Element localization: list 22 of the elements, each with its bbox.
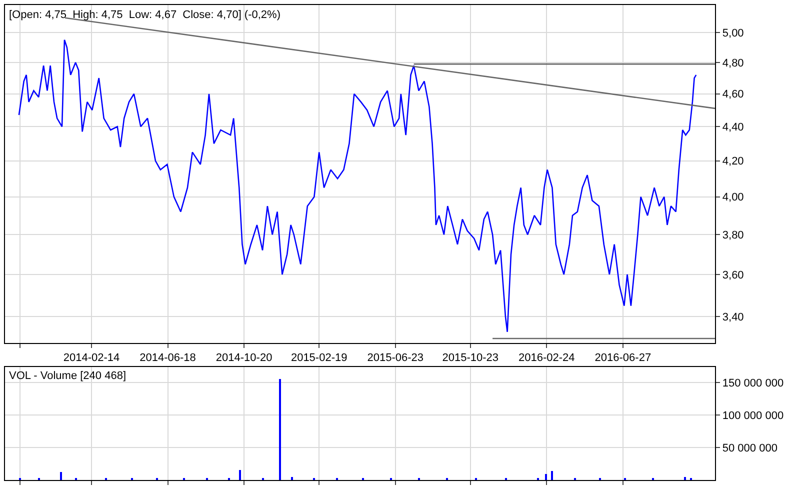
y-tick-label: 150 000 000 <box>722 377 784 390</box>
y-tick-label: 5,00 <box>722 27 744 40</box>
y-tick-label: 4,60 <box>722 88 744 101</box>
y-tick-label: 3,40 <box>722 311 744 324</box>
y-tick-label: 4,80 <box>722 57 744 70</box>
y-tick-label: 4,00 <box>722 192 744 204</box>
y-tick-label: 3,60 <box>722 269 744 282</box>
x-tick-label: 2016-02-24 <box>518 352 575 364</box>
x-tick-label: 2015-10-23 <box>442 352 499 364</box>
x-tick-label: 2015-06-23 <box>367 352 424 364</box>
x-tick-label: 2015-02-19 <box>290 352 348 364</box>
x-tick-label: 2014-02-14 <box>63 352 120 364</box>
chart-title: [Open: 4,75 High: 4,75 Low: 4,67 Close: 4,70] (-0,2%) <box>9 9 280 21</box>
y-tick-label: 50 000 000 <box>722 442 778 454</box>
y-tick-label: 4,20 <box>722 156 744 168</box>
y-tick-label: 100 000 000 <box>722 410 784 422</box>
chart-title: VOL - Volume [240 468] <box>9 370 126 382</box>
x-tick-label: 2016-06-27 <box>594 352 652 364</box>
x-tick-label: 2014-10-20 <box>216 352 272 364</box>
y-tick-label: 3,80 <box>722 229 744 242</box>
y-tick-label: 4,40 <box>722 121 744 134</box>
x-tick-label: 2014-06-18 <box>140 352 196 364</box>
